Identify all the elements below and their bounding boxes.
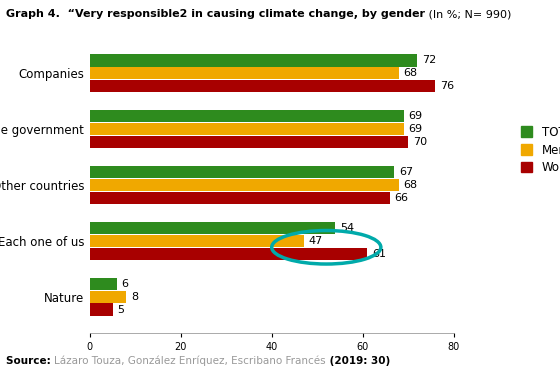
Bar — [90, 235, 304, 247]
Text: 68: 68 — [404, 180, 418, 190]
Bar — [90, 136, 408, 148]
Bar — [90, 123, 404, 135]
Bar — [90, 179, 399, 191]
Text: 47: 47 — [308, 236, 323, 246]
Text: 66: 66 — [394, 193, 408, 203]
Bar — [90, 54, 417, 67]
Text: Graph 4.  “Very responsible2 in causing climate change, by gender: Graph 4. “Very responsible2 in causing c… — [6, 9, 424, 19]
Text: 54: 54 — [340, 223, 354, 233]
Text: 68: 68 — [404, 68, 418, 78]
Bar — [90, 248, 367, 260]
Text: 69: 69 — [408, 111, 422, 121]
Text: (2019: 30): (2019: 30) — [325, 356, 390, 366]
Bar — [90, 278, 117, 290]
Bar — [90, 67, 399, 80]
Bar — [90, 166, 394, 178]
Text: (In %; N= 990): (In %; N= 990) — [424, 9, 511, 19]
Text: 5: 5 — [117, 305, 124, 314]
Text: 67: 67 — [399, 167, 413, 177]
Text: Source:: Source: — [6, 356, 54, 366]
Text: 70: 70 — [413, 137, 427, 147]
Text: 76: 76 — [440, 81, 454, 91]
Bar — [90, 192, 390, 204]
Text: 72: 72 — [422, 56, 436, 65]
Bar — [90, 110, 404, 122]
Text: 6: 6 — [122, 279, 129, 289]
Bar — [90, 303, 113, 316]
Text: Lázaro Touza, González Enríquez, Escribano Francés: Lázaro Touza, González Enríquez, Escriba… — [54, 355, 325, 366]
Bar — [90, 80, 436, 92]
Legend: TOTAL, Men, Women: TOTAL, Men, Women — [520, 126, 560, 174]
Text: 61: 61 — [372, 249, 386, 259]
Bar — [90, 290, 126, 303]
Text: 8: 8 — [130, 292, 138, 302]
Bar — [90, 222, 335, 234]
Text: 69: 69 — [408, 124, 422, 134]
